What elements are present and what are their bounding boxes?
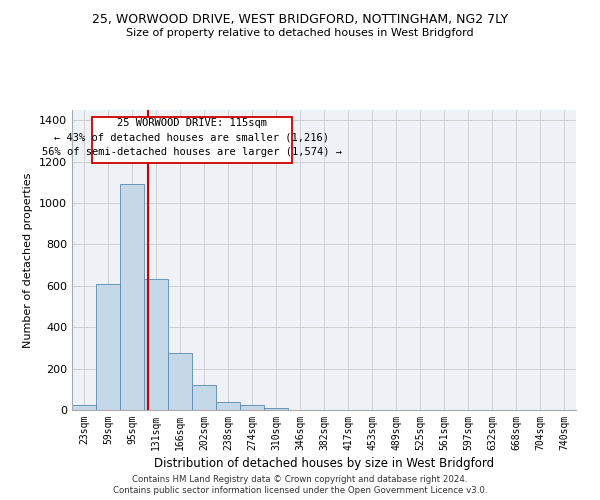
Bar xyxy=(96,284,120,410)
X-axis label: Distribution of detached houses by size in West Bridgford: Distribution of detached houses by size … xyxy=(154,457,494,470)
Bar xyxy=(216,402,240,410)
Text: Contains HM Land Registry data © Crown copyright and database right 2024.: Contains HM Land Registry data © Crown c… xyxy=(132,474,468,484)
Bar xyxy=(264,408,288,410)
Text: 56% of semi-detached houses are larger (1,574) →: 56% of semi-detached houses are larger (… xyxy=(42,146,342,156)
Bar xyxy=(240,406,264,410)
FancyBboxPatch shape xyxy=(92,117,292,163)
Bar xyxy=(168,353,192,410)
Text: 25 WORWOOD DRIVE: 115sqm: 25 WORWOOD DRIVE: 115sqm xyxy=(117,118,267,128)
Text: ← 43% of detached houses are smaller (1,216): ← 43% of detached houses are smaller (1,… xyxy=(55,132,329,142)
Text: 25, WORWOOD DRIVE, WEST BRIDGFORD, NOTTINGHAM, NG2 7LY: 25, WORWOOD DRIVE, WEST BRIDGFORD, NOTTI… xyxy=(92,12,508,26)
Y-axis label: Number of detached properties: Number of detached properties xyxy=(23,172,34,348)
Text: Size of property relative to detached houses in West Bridgford: Size of property relative to detached ho… xyxy=(126,28,474,38)
Bar xyxy=(144,278,168,410)
Bar xyxy=(120,184,144,410)
Bar xyxy=(192,385,216,410)
Bar xyxy=(72,405,96,410)
Text: Contains public sector information licensed under the Open Government Licence v3: Contains public sector information licen… xyxy=(113,486,487,495)
